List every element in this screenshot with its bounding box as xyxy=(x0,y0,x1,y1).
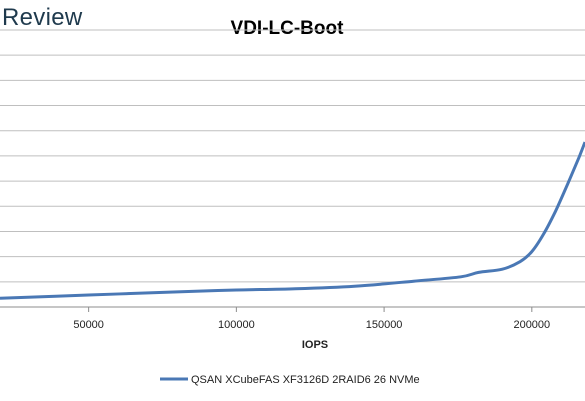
x-tick-label-2: 150000 xyxy=(366,319,403,331)
x-tick-label-1: 100000 xyxy=(218,319,255,331)
legend[interactable]: QSAN XCubeFAS XF3126D 2RAID6 26 NVMe xyxy=(160,374,420,386)
review-logo: Review xyxy=(2,4,83,31)
x-tick-label-3: 200000 xyxy=(513,319,550,331)
x-tick-label-0: 50000 xyxy=(73,319,104,331)
chart-title: VDI-LC-Boot xyxy=(231,18,345,39)
series-line xyxy=(0,141,585,300)
x-axis-title: IOPS xyxy=(302,339,328,351)
x-tick-labels: 50000 100000 150000 200000 xyxy=(73,307,550,331)
gridlines xyxy=(0,29,585,308)
legend-label: QSAN XCubeFAS XF3126D 2RAID6 26 NVMe xyxy=(191,374,420,386)
